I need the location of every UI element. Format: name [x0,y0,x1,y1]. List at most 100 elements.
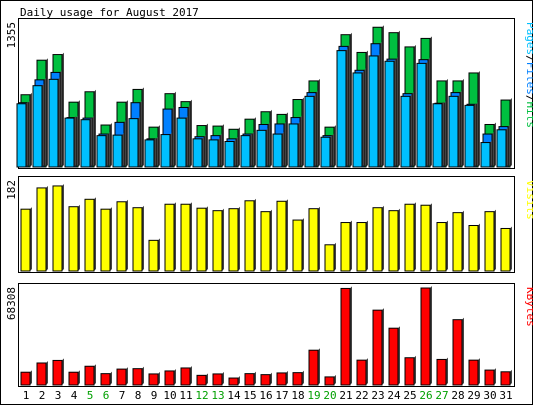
day-label-19: 19 [307,389,320,402]
legend-separator: / [524,95,533,102]
max-label-kbytes: 68308 [5,287,18,320]
bar-visits-day-23 [372,207,383,272]
day-label-4: 4 [71,389,78,402]
bar-visits-day-9 [148,239,159,272]
day-label-23: 23 [371,389,384,402]
legend-hits-files-pages: Pages/Files/Hits [524,22,533,128]
bar-pages-day-17 [272,133,283,168]
bar-kbytes-day-28 [452,319,463,386]
bar-visits-day-20 [324,244,335,272]
bar-visits-day-14 [228,208,239,272]
day-label-3: 3 [55,389,62,402]
chart-title: Daily usage for August 2017 [20,6,199,19]
bar-visits-day-6 [100,208,111,272]
bar-kbytes-day-25 [404,357,415,386]
bar-pages-day-21 [336,50,347,168]
bar-pages-day-6 [96,135,107,168]
bar-kbytes-day-2 [36,362,47,386]
bar-kbytes-day-19 [308,349,319,386]
bar-kbytes-day-13 [212,373,223,386]
bar-visits-day-24 [388,210,399,272]
bar-visits-day-31 [500,227,511,272]
bar-visits-day-3 [52,185,63,272]
day-label-15: 15 [243,389,256,402]
bar-kbytes-day-9 [148,373,159,386]
day-label-8: 8 [135,389,142,402]
bar-pages-day-10 [160,134,171,168]
bar-pages-day-22 [352,72,363,168]
bar-pages-day-25 [400,95,411,168]
bar-visits-day-18 [292,219,303,272]
bar-visits-day-12 [196,207,207,272]
day-label-9: 9 [151,389,158,402]
day-label-11: 11 [179,389,192,402]
bar-visits-day-2 [36,187,47,272]
bar-pages-day-19 [304,95,315,168]
bar-visits-day-1 [20,208,31,272]
bar-pages-day-9 [144,139,155,168]
day-label-20: 20 [323,389,336,402]
bar-kbytes-day-14 [228,377,239,386]
day-label-1: 1 [23,389,30,402]
bar-visits-day-21 [340,222,351,272]
day-label-10: 10 [163,389,176,402]
bar-visits-day-8 [132,207,143,272]
bar-kbytes-day-5 [84,365,95,386]
bar-kbytes-day-1 [20,371,31,386]
bar-pages-day-11 [176,117,187,168]
bar-kbytes-day-26 [420,287,431,386]
day-label-6: 6 [103,389,110,402]
panel-frame-kbytes [18,283,515,387]
bar-pages-day-20 [320,136,331,168]
bar-kbytes-day-21 [340,287,351,386]
day-label-2: 2 [39,389,46,402]
bar-visits-day-22 [356,222,367,272]
bar-pages-day-12 [192,138,203,168]
bar-pages-day-14 [224,140,235,168]
bar-pages-day-23 [368,55,379,168]
day-label-22: 22 [355,389,368,402]
day-label-29: 29 [467,389,480,402]
day-label-17: 17 [275,389,288,402]
bar-kbytes-day-27 [436,358,447,386]
bar-pages-day-27 [432,103,443,168]
bar-kbytes-day-18 [292,372,303,386]
legend-hits: Hits [524,102,533,129]
bar-kbytes-day-17 [276,372,287,386]
bar-pages-day-1 [16,103,27,168]
bar-pages-day-5 [80,119,91,168]
bar-visits-day-5 [84,198,95,272]
bar-pages-day-7 [112,134,123,168]
bar-pages-day-30 [480,142,491,168]
bar-visits-day-19 [308,208,319,272]
panel-frame-visits [18,176,515,273]
bar-pages-day-2 [32,85,43,168]
bar-kbytes-day-30 [484,369,495,386]
max-label-hits-files-pages: 1355 [5,22,18,49]
day-label-28: 28 [451,389,464,402]
bar-visits-day-17 [276,200,287,272]
bar-pages-day-26 [416,62,427,168]
bar-kbytes-day-16 [260,374,271,386]
bar-kbytes-day-23 [372,309,383,386]
bar-kbytes-day-12 [196,374,207,386]
bar-kbytes-day-20 [324,376,335,386]
day-label-13: 13 [211,389,224,402]
day-label-25: 25 [403,389,416,402]
bar-pages-day-16 [256,129,267,168]
day-label-14: 14 [227,389,241,402]
bar-pages-day-13 [208,139,219,168]
bar-pages-day-8 [128,118,139,168]
bar-kbytes-day-7 [116,368,127,386]
bar-visits-day-4 [68,206,79,272]
max-label-visits: 182 [5,180,18,200]
bar-visits-day-16 [260,211,271,272]
bar-kbytes-day-31 [500,371,511,386]
legend-pages: Pages [524,22,533,55]
bar-kbytes-day-10 [164,370,175,386]
day-label-21: 21 [339,389,352,402]
bar-kbytes-day-6 [100,373,111,386]
bar-kbytes-day-8 [132,368,143,386]
bar-kbytes-day-22 [356,359,367,386]
